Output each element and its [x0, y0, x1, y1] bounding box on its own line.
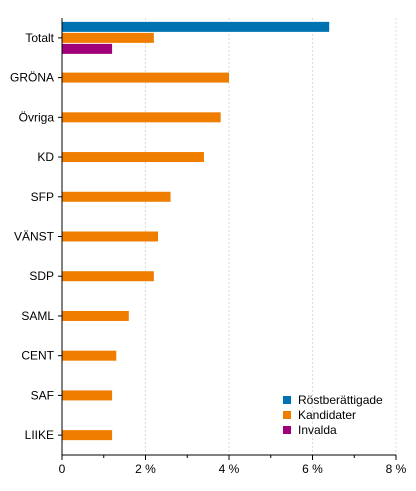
x-tick-label: 6 %	[302, 462, 323, 476]
x-tick-label: 2 %	[135, 462, 156, 476]
legend-swatch	[283, 426, 291, 434]
category-label: Totalt	[25, 31, 54, 45]
gridlines	[145, 18, 397, 455]
bar-kandidater-övriga	[62, 112, 221, 123]
axes: 0 2 % 4 % 6 % 8 % Totalt GRÖNA Övriga KD SFP VÄNST…	[10, 18, 407, 476]
bar-kandidater-kd	[62, 152, 204, 163]
category-label: LIIKE	[25, 428, 54, 442]
category-label: SAML	[21, 309, 54, 323]
category-label: Övriga	[19, 110, 55, 124]
category-label: SAF	[31, 388, 54, 402]
legend-label: Invalda	[298, 423, 337, 437]
bar-kandidater-gröna	[62, 72, 229, 83]
bar-kandidater-totalt	[62, 32, 154, 43]
bar-invalda-totalt	[62, 43, 113, 54]
category-label: SDP	[29, 269, 54, 283]
bar-kandidater-sdp	[62, 271, 154, 282]
legend-label: Röstberättigade	[298, 393, 383, 407]
category-label: VÄNST	[14, 230, 55, 244]
bar-kandidater-cent	[62, 350, 117, 361]
legend-swatch	[283, 396, 291, 404]
category-label: SFP	[31, 190, 54, 204]
bar-kandidater-vänst	[62, 231, 159, 242]
legend-swatch	[283, 411, 291, 419]
bar-kandidater-saf	[62, 390, 113, 401]
x-tick-label: 0	[59, 462, 66, 476]
bar-kandidater-liike	[62, 430, 113, 441]
category-label: GRÖNA	[10, 71, 54, 85]
bar-kandidater-sfp	[62, 191, 171, 202]
bar-kandidater-saml	[62, 310, 129, 321]
x-tick-label: 4 %	[219, 462, 240, 476]
category-label: CENT	[21, 349, 54, 363]
bar-röstberättigade-totalt	[62, 21, 330, 32]
x-tick-label: 8 %	[386, 462, 407, 476]
legend-label: Kandidater	[298, 408, 356, 422]
category-label: KD	[37, 150, 54, 164]
bars	[62, 21, 330, 441]
